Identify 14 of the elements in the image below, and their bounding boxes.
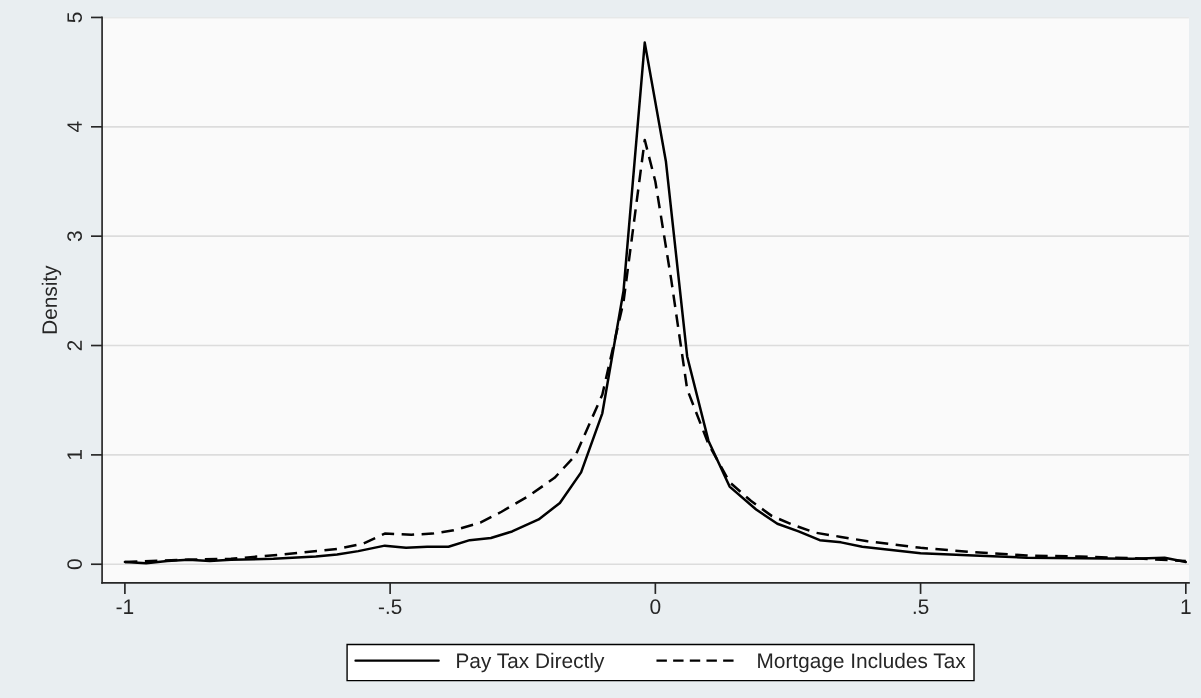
x-tick-label: 0 (650, 599, 661, 615)
legend-label: Pay Tax Directly (457, 652, 605, 673)
y-tick-label: 3 (67, 231, 82, 242)
x-tick-label: -.5 (378, 599, 402, 615)
y-tick-label: 0 (67, 559, 82, 570)
x-tick-label: 1 (1181, 599, 1191, 614)
x-tick-label: .5 (913, 599, 929, 615)
x-tick-label: -1 (116, 599, 134, 614)
y-tick-label: 4 (67, 121, 82, 133)
y-axis-title: Density (41, 265, 62, 334)
y-tick-label: 2 (67, 340, 82, 351)
legend-label: Mortgage Includes Tax (758, 652, 966, 673)
y-tick-label: 5 (67, 12, 82, 23)
y-tick-label: 1 (67, 450, 82, 460)
